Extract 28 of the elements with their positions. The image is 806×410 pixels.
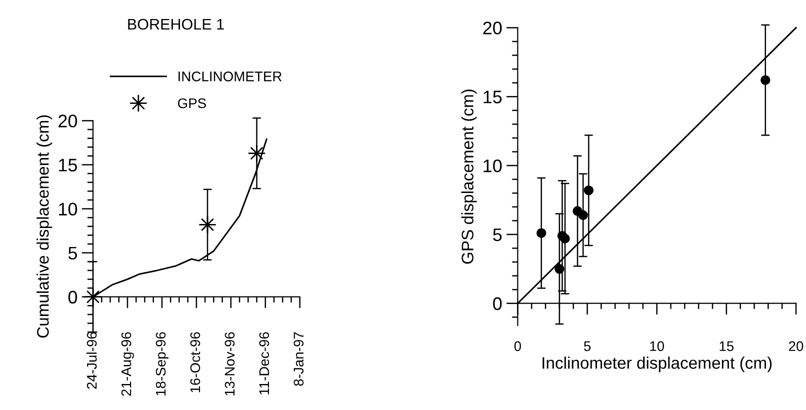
x-tick-label: 18-Sep-96 [156, 332, 168, 396]
y-tick-label: 0 [493, 297, 502, 310]
y-tick-label: 15 [59, 158, 77, 172]
x-tick-label: 5 [584, 341, 591, 352]
x-tick-label: 10 [650, 341, 664, 352]
x-tick-label: 21-Aug-96 [121, 332, 134, 396]
y-tick-label: 0 [68, 290, 78, 304]
y-tick-label: 5 [68, 246, 77, 260]
y-tick-label: 20 [58, 114, 78, 128]
x-tick-label: 20 [788, 341, 804, 352]
y-axis-title: GPS displacement (cm) [461, 90, 477, 264]
x-tick-label: 16-Oct-96 [190, 332, 200, 392]
x-tick-label: 24-Jul-96 [86, 332, 97, 389]
y-tick-label: 10 [59, 202, 78, 216]
y-tick-label: 15 [484, 90, 502, 104]
x-tick-label: 0 [514, 341, 522, 352]
x-axis-title: Inclinometer displacement (cm) [542, 356, 772, 372]
legend-label: INCLINOMETER [178, 72, 282, 82]
chart-title: BOREHOLE 1 [128, 18, 224, 30]
x-tick-label: 11-Dec-96 [259, 332, 270, 394]
y-tick-label: 20 [483, 22, 502, 34]
y-tick-label: 10 [484, 159, 502, 172]
y-axis-title: Cumulative displacement (cm) [36, 115, 52, 338]
x-tick-label: 13-Nov-96 [224, 332, 235, 396]
x-tick-label: 8-Jan-97 [294, 332, 304, 386]
y-tick-label: 5 [493, 228, 502, 242]
x-tick-label: 15 [720, 341, 734, 352]
legend-label: GPS [178, 98, 206, 108]
